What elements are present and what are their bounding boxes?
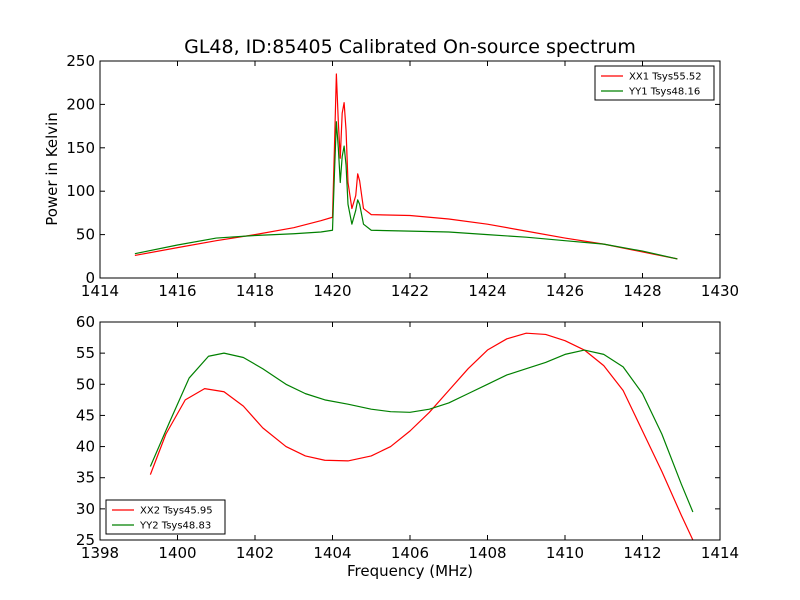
x-tick-label: 1430 — [701, 282, 739, 300]
chart-title: GL48, ID:85405 Calibrated On-source spec… — [184, 36, 636, 58]
x-tick-label: 1404 — [313, 544, 351, 562]
legend: XX1 Tsys55.52 YY1 Tsys48.16 — [594, 65, 715, 101]
y-tick-label: 55 — [76, 344, 95, 362]
y-tick-label: 45 — [76, 406, 95, 424]
legend-entry: YY2 Tsys48.83 — [139, 521, 211, 532]
plot-area: 1398 1400 1402 1404 1406 1408 1410 1412 1414 25 30… — [76, 313, 739, 562]
series-line-red — [149, 332, 694, 541]
x-tick-label: 1416 — [158, 282, 196, 300]
x-tick-label: 1412 — [623, 544, 661, 562]
series-line-red — [134, 73, 678, 260]
plot-area: 1414 1416 1418 1420 1422 1424 1426 1428 1430 0 50 1… — [66, 52, 739, 300]
y-tick-label: 50 — [76, 375, 95, 393]
y-tick-label: 40 — [76, 438, 95, 456]
legend-box — [594, 65, 715, 101]
legend: XX2 Tsys45.95 YY2 Tsys48.83 — [105, 499, 226, 535]
x-tick-label: 1420 — [313, 282, 351, 300]
y-tick-label: 200 — [66, 95, 95, 113]
legend-entry: XX1 Tsys55.52 — [629, 72, 702, 83]
top-spectrum-chart: GL48, ID:85405 Calibrated On-source spec… — [43, 36, 739, 300]
y-axis-label: Power in Kelvin — [43, 112, 61, 226]
y-tick-label: 50 — [76, 226, 95, 244]
y-tick-label: 60 — [76, 313, 95, 331]
legend-box — [105, 499, 226, 535]
x-tick-label: 1428 — [623, 282, 661, 300]
x-tick-label: 1398 — [81, 544, 119, 562]
legend-entry: XX2 Tsys45.95 — [140, 506, 213, 517]
x-axis-label: Frequency (MHz) — [347, 562, 473, 580]
y-tick-label: 0 — [85, 269, 95, 287]
x-tick-label: 1418 — [236, 282, 274, 300]
x-tick-label: 1410 — [546, 544, 584, 562]
series-line-green — [134, 121, 678, 260]
x-tick-label: 1414 — [81, 282, 119, 300]
y-tick-label: 25 — [76, 531, 95, 549]
y-tick-label: 150 — [66, 139, 95, 157]
x-tick-label: 1424 — [468, 282, 506, 300]
x-tick-label: 1402 — [236, 544, 274, 562]
x-tick-label: 1408 — [468, 544, 506, 562]
y-tick-label: 30 — [76, 500, 95, 518]
x-tick-label: 1414 — [701, 544, 739, 562]
x-tick-label: 1422 — [391, 282, 429, 300]
y-tick-label: 100 — [66, 182, 95, 200]
y-tick-label: 250 — [66, 52, 95, 70]
series-line-green — [149, 349, 694, 513]
x-tick-label: 1426 — [546, 282, 584, 300]
y-tick-label: 35 — [76, 469, 95, 487]
bottom-spectrum-chart: Frequency (MHz) 1398 1400 1402 1404 1406 1408… — [76, 313, 739, 580]
x-tick-label: 1406 — [391, 544, 429, 562]
x-tick-label: 1400 — [158, 544, 196, 562]
legend-entry: YY1 Tsys48.16 — [628, 87, 700, 98]
